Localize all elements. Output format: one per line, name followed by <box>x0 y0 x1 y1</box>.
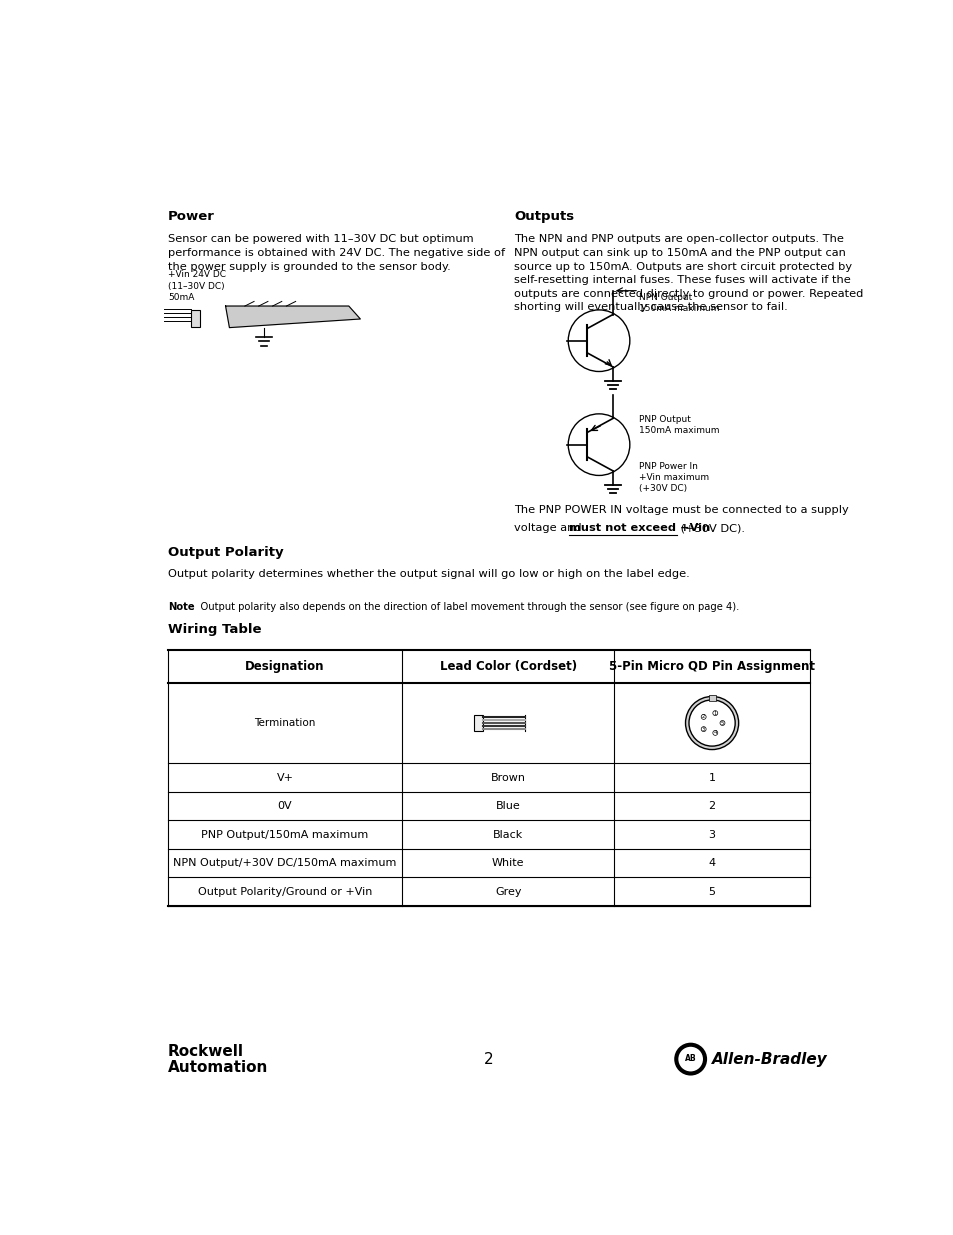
Circle shape <box>712 710 717 715</box>
Text: PNP Power In
+Vin maximum
(+30V DC): PNP Power In +Vin maximum (+30V DC) <box>639 462 708 493</box>
Text: Wiring Table: Wiring Table <box>168 624 261 636</box>
Circle shape <box>678 1047 702 1072</box>
Text: Termination: Termination <box>254 718 315 727</box>
Text: Output polarity determines whether the output signal will go low or high on the : Output polarity determines whether the o… <box>168 569 689 579</box>
Text: +Vin 24V DC
(11–30V DC)
50mA: +Vin 24V DC (11–30V DC) 50mA <box>168 270 226 303</box>
Text: Allen-Bradley: Allen-Bradley <box>712 1052 827 1067</box>
Circle shape <box>688 700 735 746</box>
Text: NPN Output/+30V DC/150mA maximum: NPN Output/+30V DC/150mA maximum <box>173 858 396 868</box>
Text: Designation: Designation <box>245 659 324 673</box>
Text: PNP Output/150mA maximum: PNP Output/150mA maximum <box>201 830 368 840</box>
Bar <box>191 310 200 327</box>
Text: The PNP POWER IN voltage must be connected to a supply: The PNP POWER IN voltage must be connect… <box>514 505 848 515</box>
Text: 5: 5 <box>720 720 723 725</box>
Text: Lead Color (Cordset): Lead Color (Cordset) <box>439 659 577 673</box>
Circle shape <box>568 310 629 372</box>
Text: The NPN and PNP outputs are open-collector outputs. The
NPN output can sink up t: The NPN and PNP outputs are open-collect… <box>514 235 862 312</box>
Circle shape <box>700 726 705 731</box>
Text: Note: Note <box>168 601 194 611</box>
Text: Blue: Blue <box>496 802 520 811</box>
Text: must not exceed +Vin: must not exceed +Vin <box>568 524 710 534</box>
Polygon shape <box>225 306 360 327</box>
Text: PNP Output
150mA maximum: PNP Output 150mA maximum <box>639 415 719 436</box>
Text: White: White <box>492 858 524 868</box>
Text: Brown: Brown <box>490 773 525 783</box>
Circle shape <box>685 697 738 750</box>
Circle shape <box>712 730 717 735</box>
Text: 3: 3 <box>701 726 704 731</box>
Text: Rockwell
Automation: Rockwell Automation <box>168 1044 268 1074</box>
Text: AB: AB <box>684 1053 696 1063</box>
Text: 2: 2 <box>483 1052 494 1067</box>
Text: 3: 3 <box>708 830 715 840</box>
Circle shape <box>720 720 724 725</box>
Text: 1: 1 <box>708 773 715 783</box>
Circle shape <box>700 714 705 719</box>
Text: Black: Black <box>493 830 523 840</box>
Text: voltage and: voltage and <box>514 524 585 534</box>
Text: (+30V DC).: (+30V DC). <box>676 524 744 534</box>
Text: 1: 1 <box>713 710 717 715</box>
Text: Output Polarity/Ground or +Vin: Output Polarity/Ground or +Vin <box>197 887 372 897</box>
Text: 2: 2 <box>701 714 704 720</box>
Text: Grey: Grey <box>495 887 521 897</box>
Text: 0V: 0V <box>277 802 292 811</box>
Circle shape <box>675 1044 705 1074</box>
Text: Sensor can be powered with 11–30V DC but optimum
performance is obtained with 24: Sensor can be powered with 11–30V DC but… <box>168 235 504 272</box>
Text: 4: 4 <box>708 858 715 868</box>
Text: Output Polarity: Output Polarity <box>168 546 283 559</box>
Text: 5: 5 <box>708 887 715 897</box>
Text: 5-Pin Micro QD Pin Assignment: 5-Pin Micro QD Pin Assignment <box>608 659 814 673</box>
Bar <box>473 715 482 731</box>
Bar <box>708 695 715 700</box>
Text: NPN Output
150mA maximum: NPN Output 150mA maximum <box>639 293 719 312</box>
Text: V+: V+ <box>276 773 294 783</box>
Circle shape <box>568 414 629 475</box>
Text: Outputs: Outputs <box>514 210 574 222</box>
Text: Power: Power <box>168 210 214 222</box>
Text: 2: 2 <box>708 802 715 811</box>
Text: 4: 4 <box>713 730 717 735</box>
Text: :  Output polarity also depends on the direction of label movement through the s: : Output polarity also depends on the di… <box>191 601 739 611</box>
